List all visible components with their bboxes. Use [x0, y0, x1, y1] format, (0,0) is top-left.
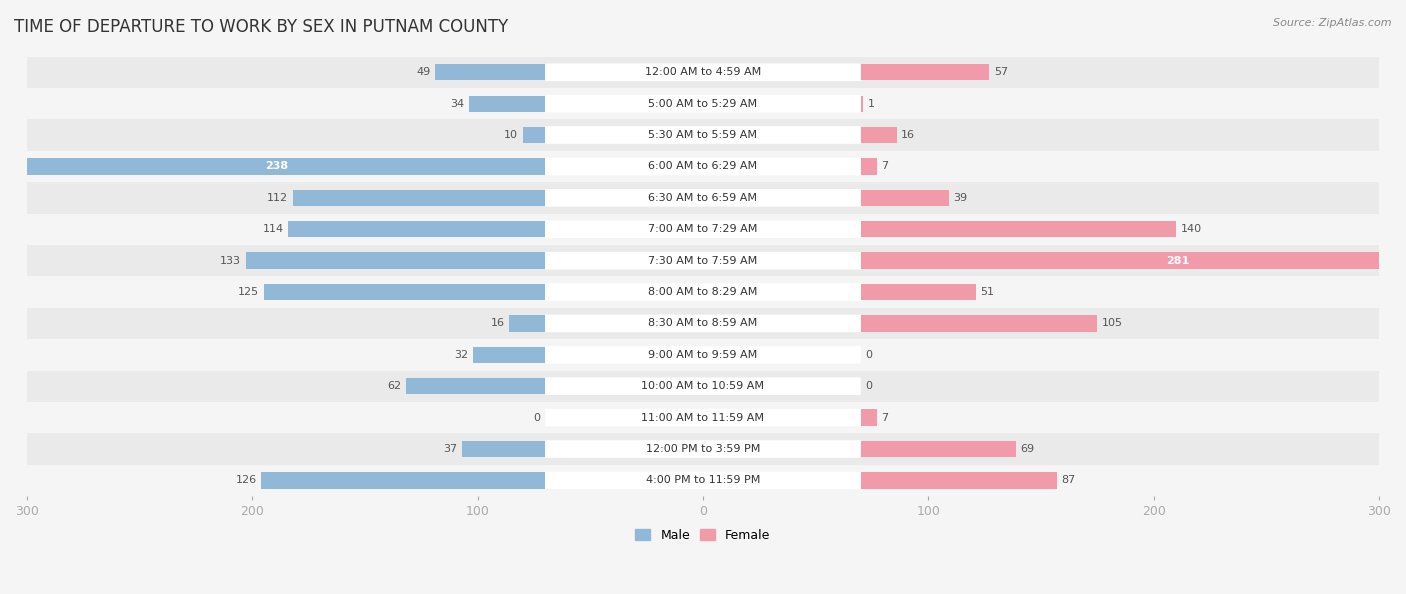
FancyBboxPatch shape — [546, 95, 860, 112]
Bar — [27, 214, 1379, 245]
Bar — [27, 151, 1379, 182]
Bar — [474, 347, 546, 363]
Text: 49: 49 — [416, 67, 430, 77]
Bar — [860, 96, 863, 112]
Bar — [27, 339, 1379, 371]
Bar — [860, 409, 876, 426]
Bar — [860, 441, 1017, 457]
Bar — [288, 221, 546, 238]
Text: 12:00 PM to 3:59 PM: 12:00 PM to 3:59 PM — [645, 444, 761, 454]
Bar — [27, 371, 1379, 402]
Text: 62: 62 — [387, 381, 401, 391]
FancyBboxPatch shape — [546, 315, 860, 332]
Bar — [860, 284, 976, 300]
FancyBboxPatch shape — [546, 64, 860, 81]
FancyBboxPatch shape — [546, 127, 860, 144]
Text: 112: 112 — [267, 193, 288, 203]
Bar — [27, 56, 1379, 88]
Text: 6:00 AM to 6:29 AM: 6:00 AM to 6:29 AM — [648, 162, 758, 172]
Text: 0: 0 — [865, 350, 872, 360]
Text: Source: ZipAtlas.com: Source: ZipAtlas.com — [1274, 18, 1392, 28]
FancyBboxPatch shape — [546, 409, 860, 426]
Text: 8:00 AM to 8:29 AM: 8:00 AM to 8:29 AM — [648, 287, 758, 297]
Bar — [27, 465, 1379, 496]
Bar — [27, 402, 1379, 433]
Text: 10: 10 — [505, 130, 519, 140]
Bar — [8, 158, 546, 175]
Text: 87: 87 — [1062, 475, 1076, 485]
Bar — [27, 433, 1379, 465]
FancyBboxPatch shape — [546, 472, 860, 489]
Text: 126: 126 — [236, 475, 257, 485]
Bar — [27, 308, 1379, 339]
Text: 37: 37 — [443, 444, 457, 454]
Text: 281: 281 — [1166, 255, 1189, 266]
Bar — [292, 189, 546, 206]
Text: 5:30 AM to 5:59 AM: 5:30 AM to 5:59 AM — [648, 130, 758, 140]
FancyBboxPatch shape — [546, 157, 860, 175]
Bar — [27, 88, 1379, 119]
Bar — [27, 245, 1379, 276]
Text: 16: 16 — [901, 130, 915, 140]
Text: 11:00 AM to 11:59 AM: 11:00 AM to 11:59 AM — [641, 413, 765, 422]
Text: 34: 34 — [450, 99, 464, 109]
Bar — [434, 64, 546, 80]
Text: 114: 114 — [263, 225, 284, 234]
Text: 1: 1 — [868, 99, 875, 109]
Bar — [27, 182, 1379, 214]
Bar — [860, 64, 990, 80]
Bar — [860, 221, 1177, 238]
Bar — [860, 315, 1097, 331]
Bar — [262, 472, 546, 488]
Text: 32: 32 — [454, 350, 468, 360]
FancyBboxPatch shape — [546, 283, 860, 301]
Text: 7: 7 — [882, 413, 889, 422]
Text: 6:30 AM to 6:59 AM: 6:30 AM to 6:59 AM — [648, 193, 758, 203]
Legend: Male, Female: Male, Female — [630, 524, 776, 547]
Bar — [860, 127, 897, 143]
Text: 5:00 AM to 5:29 AM: 5:00 AM to 5:29 AM — [648, 99, 758, 109]
Bar — [509, 315, 546, 331]
Bar — [27, 276, 1379, 308]
Bar — [860, 158, 876, 175]
FancyBboxPatch shape — [546, 252, 860, 270]
Text: 57: 57 — [994, 67, 1008, 77]
Bar — [860, 252, 1406, 269]
Bar — [860, 472, 1057, 488]
Bar — [263, 284, 546, 300]
Text: 238: 238 — [266, 162, 288, 172]
Bar — [860, 189, 949, 206]
Text: 69: 69 — [1021, 444, 1035, 454]
FancyBboxPatch shape — [546, 377, 860, 395]
Text: 7: 7 — [882, 162, 889, 172]
Bar — [523, 127, 546, 143]
Text: 125: 125 — [238, 287, 259, 297]
Text: TIME OF DEPARTURE TO WORK BY SEX IN PUTNAM COUNTY: TIME OF DEPARTURE TO WORK BY SEX IN PUTN… — [14, 18, 509, 36]
Text: 105: 105 — [1102, 318, 1123, 328]
FancyBboxPatch shape — [546, 440, 860, 458]
Text: 9:00 AM to 9:59 AM: 9:00 AM to 9:59 AM — [648, 350, 758, 360]
Text: 12:00 AM to 4:59 AM: 12:00 AM to 4:59 AM — [645, 67, 761, 77]
Text: 8:30 AM to 8:59 AM: 8:30 AM to 8:59 AM — [648, 318, 758, 328]
Bar — [463, 441, 546, 457]
FancyBboxPatch shape — [546, 189, 860, 207]
Text: 0: 0 — [534, 413, 541, 422]
Text: 39: 39 — [953, 193, 967, 203]
Text: 133: 133 — [219, 255, 240, 266]
Text: 51: 51 — [980, 287, 994, 297]
Bar — [405, 378, 546, 394]
Text: 16: 16 — [491, 318, 505, 328]
Text: 10:00 AM to 10:59 AM: 10:00 AM to 10:59 AM — [641, 381, 765, 391]
Bar — [27, 119, 1379, 151]
Text: 140: 140 — [1181, 225, 1202, 234]
Text: 7:00 AM to 7:29 AM: 7:00 AM to 7:29 AM — [648, 225, 758, 234]
Text: 0: 0 — [865, 381, 872, 391]
Bar — [246, 252, 546, 269]
Text: 4:00 PM to 11:59 PM: 4:00 PM to 11:59 PM — [645, 475, 761, 485]
FancyBboxPatch shape — [546, 220, 860, 238]
FancyBboxPatch shape — [546, 346, 860, 364]
Text: 7:30 AM to 7:59 AM: 7:30 AM to 7:59 AM — [648, 255, 758, 266]
Bar — [468, 96, 546, 112]
